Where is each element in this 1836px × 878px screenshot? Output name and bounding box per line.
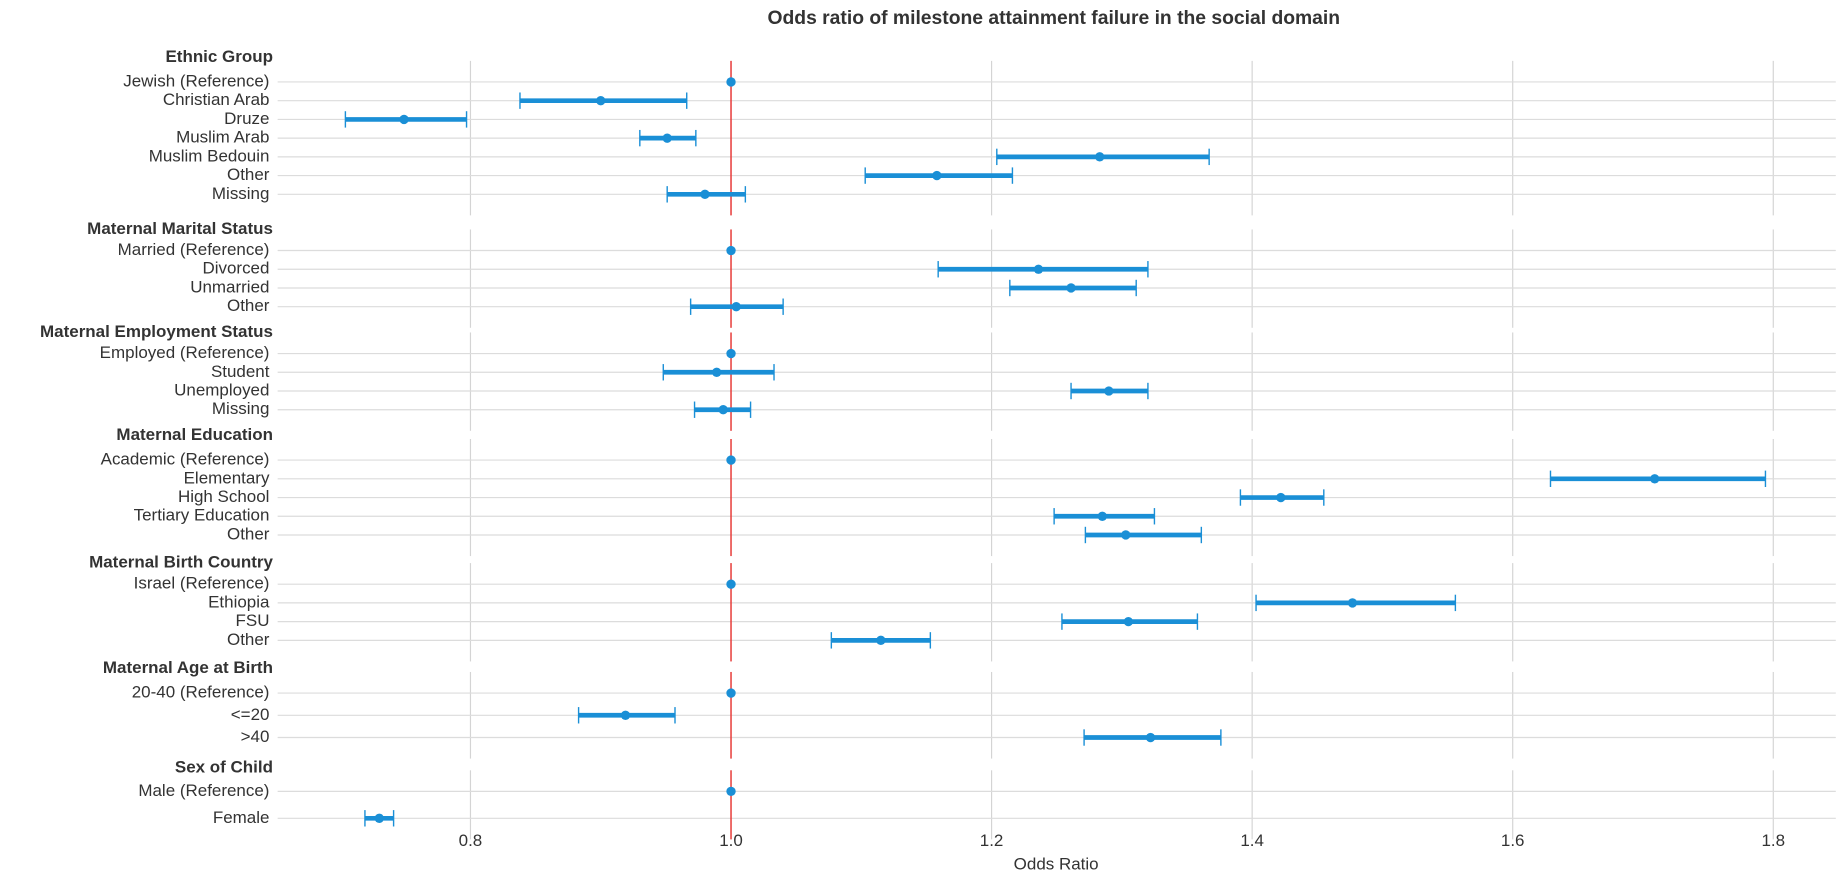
x-axis-title: Odds Ratio: [1014, 855, 1099, 874]
row-label: FSU: [236, 611, 270, 630]
point: [726, 245, 736, 256]
point: [726, 786, 736, 797]
point: [712, 367, 722, 377]
row-label: Missing: [212, 399, 270, 418]
group-label: Maternal Employment Status: [40, 322, 273, 341]
point: [1276, 492, 1286, 503]
row-label: Female: [213, 808, 270, 827]
row-label: Muslim Arab: [176, 128, 269, 147]
row-label: Other: [227, 296, 270, 315]
point: [726, 348, 736, 359]
point: [932, 170, 942, 181]
point: [1123, 616, 1134, 627]
point: [1104, 386, 1114, 396]
point: [718, 405, 728, 415]
row-label: High School: [178, 487, 270, 506]
row-label: Ethiopia: [208, 592, 270, 611]
row-label: Elementary: [184, 468, 270, 487]
row-label: Male (Reference): [138, 781, 269, 800]
point: [726, 77, 736, 87]
chart-title: Odds ratio of milestone attainment failu…: [768, 8, 1341, 29]
row-label: Jewish (Reference): [123, 71, 269, 90]
group-label: Maternal Education: [116, 425, 273, 444]
row-label: Student: [211, 362, 270, 381]
row-label: Druze: [224, 109, 269, 128]
row-label: Muslim Bedouin: [149, 146, 270, 165]
row-label: Unemployed: [174, 380, 269, 399]
point: [596, 95, 606, 106]
group-label: Maternal Age at Birth: [103, 658, 273, 677]
point: [731, 302, 741, 312]
row-label: <=20: [231, 705, 270, 724]
row-label: >40: [241, 727, 270, 746]
row-label: Academic (Reference): [101, 450, 270, 469]
x-tick-label: 1.0: [719, 831, 743, 850]
point: [1097, 511, 1108, 521]
row-label: Married (Reference): [118, 240, 270, 259]
point: [662, 133, 672, 143]
point: [399, 114, 409, 125]
row-label: Missing: [212, 184, 270, 203]
point: [1650, 474, 1660, 484]
group-label: Maternal Marital Status: [87, 219, 273, 238]
point: [726, 579, 736, 589]
row-label: Christian Arab: [163, 90, 270, 109]
row-label: Other: [227, 165, 270, 184]
x-tick-label: 1.6: [1501, 831, 1525, 850]
point: [726, 455, 736, 465]
row-label: Employed (Reference): [100, 343, 270, 362]
x-tick-label: 1.8: [1761, 831, 1785, 850]
group-label: Maternal Birth Country: [89, 553, 273, 572]
point: [876, 635, 886, 646]
row-label: Unmarried: [190, 277, 269, 296]
point: [1121, 530, 1131, 540]
row-label: Tertiary Education: [134, 506, 270, 525]
x-tick-label: 0.8: [459, 831, 483, 850]
row-label: Israel (Reference): [134, 574, 270, 593]
row-label: Divorced: [202, 259, 269, 278]
point: [1066, 283, 1076, 293]
row-label: Other: [227, 630, 270, 649]
point: [1033, 264, 1044, 274]
point: [620, 710, 631, 720]
point: [1347, 598, 1358, 608]
point: [1145, 732, 1156, 743]
row-label: 20-40 (Reference): [132, 683, 270, 702]
group-label: Ethnic Group: [165, 47, 272, 66]
point: [726, 688, 736, 698]
x-tick-label: 1.4: [1240, 831, 1264, 850]
point: [374, 813, 384, 823]
x-tick-label: 1.2: [980, 831, 1004, 850]
point: [700, 189, 710, 200]
row-label: Other: [227, 524, 270, 543]
group-label: Sex of Child: [175, 757, 273, 776]
point: [1095, 152, 1105, 162]
